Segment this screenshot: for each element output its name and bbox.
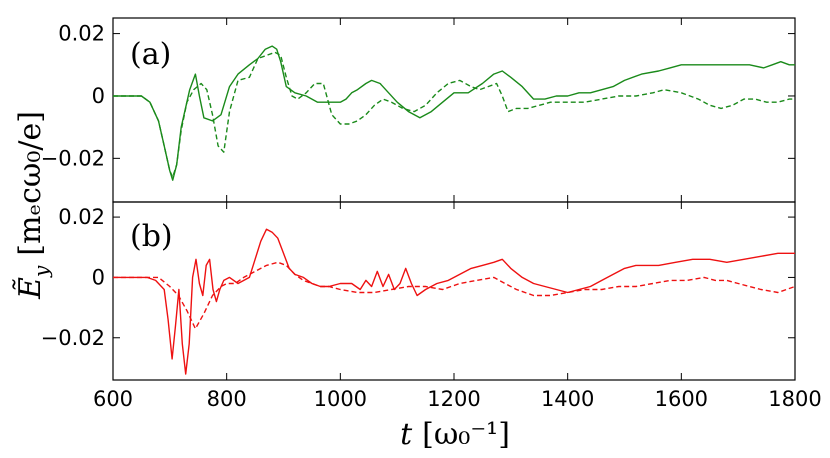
- x-axis-label-var: t: [400, 417, 413, 452]
- panel-a-series: [113, 45, 795, 181]
- panel-b-label: (b): [130, 219, 173, 254]
- dashed-series-line: [113, 261, 796, 330]
- x-tick-labels: 600 800 1000 1200 1400 1600 1800: [93, 387, 822, 411]
- x-tick-label: 1800: [768, 387, 821, 411]
- y-axis-label-unit: [mₑcω₀/e]: [13, 111, 48, 256]
- x-tick-label: 1600: [655, 387, 708, 411]
- panel-a-ticks: −0.02 0 0.02: [41, 18, 796, 202]
- panel-a-frame: [112, 17, 796, 203]
- x-tick-label: 1000: [314, 387, 367, 411]
- panel-b-series: [113, 228, 796, 375]
- x-axis-label-unit: [ω₀⁻¹]: [422, 417, 510, 452]
- panel-b-frame: [112, 201, 796, 381]
- y-axis-label-sub: y: [29, 265, 53, 278]
- y-tick-label: −0.02: [41, 326, 105, 350]
- x-tick-label: 1200: [427, 387, 480, 411]
- panel-a-label: (a): [130, 37, 171, 72]
- panel-b-ticks: −0.02 0 0.02: [41, 202, 796, 380]
- y-tick-label: −0.02: [41, 146, 105, 170]
- x-tick-label: 800: [207, 387, 247, 411]
- y-tick-label: 0: [92, 265, 105, 289]
- solid-series-line: [113, 45, 795, 181]
- x-tick-label: 1400: [541, 387, 594, 411]
- y-tick-label: 0.02: [58, 22, 105, 46]
- y-tick-label: 0.02: [58, 205, 105, 229]
- dashed-series-line: [113, 51, 795, 178]
- x-axis-label: t [ω₀⁻¹]: [400, 417, 510, 452]
- y-tick-label: 0: [92, 84, 105, 108]
- panel-b: −0.02 0 0.02 (b): [41, 201, 796, 381]
- solid-series-line: [113, 228, 795, 375]
- panel-a: −0.02 0 0.02 (a): [41, 17, 796, 203]
- y-axis-label: Ẽy [mₑcω₀/e]: [12, 111, 53, 300]
- x-tick-label: 600: [93, 387, 133, 411]
- y-axis-label-var: Ẽ: [12, 277, 48, 300]
